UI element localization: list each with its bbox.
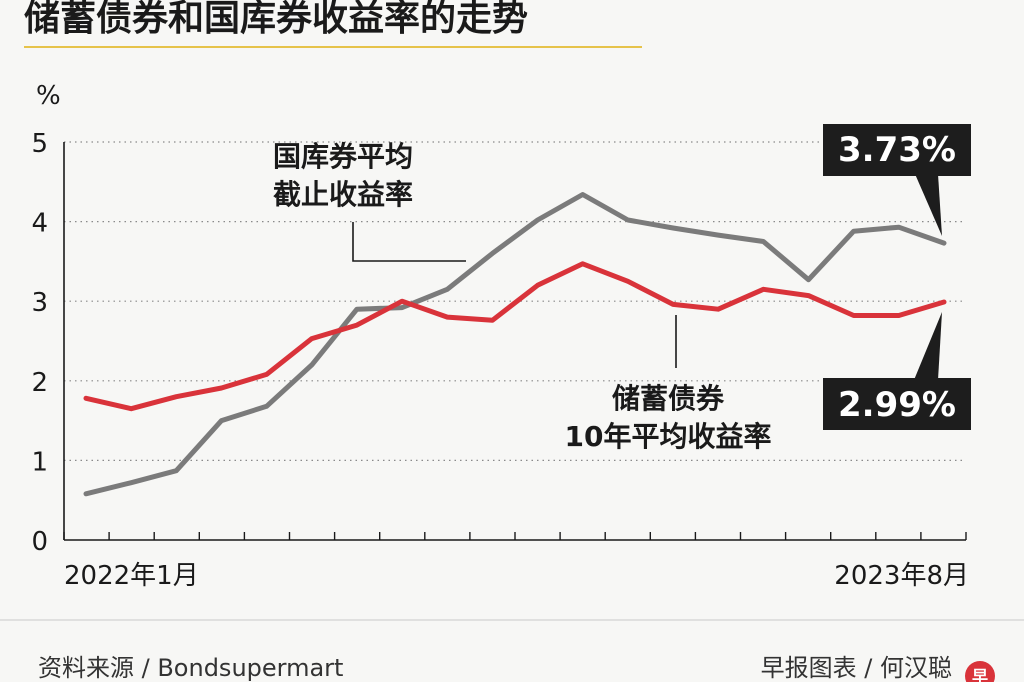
- data-point-0-9: [490, 251, 494, 255]
- end-callout-savings-pointer: [914, 312, 942, 380]
- series-label-treasury-line1: 国库券平均: [273, 140, 413, 173]
- data-point-1-8: [445, 315, 449, 319]
- data-point-1-2: [174, 395, 178, 399]
- series-lines: [83, 192, 947, 497]
- series-line-1: [83, 261, 947, 412]
- series-label-savings-line1: 储蓄债券: [612, 382, 725, 415]
- axes: [63, 142, 966, 541]
- data-point-0-6: [355, 307, 359, 311]
- series-label-treasury: 国库券平均 截止收益率: [273, 140, 466, 262]
- series-label-savings-line2: 10年平均收益率: [565, 420, 772, 453]
- end-callout-savings: 2.99%: [823, 312, 971, 430]
- y-axis-unit: %: [36, 81, 61, 111]
- y-tick-labels: 0 1 2 3 4 5: [31, 129, 48, 557]
- data-point-0-5: [310, 363, 314, 367]
- data-point-1-9: [490, 318, 494, 322]
- data-point-0-11: [581, 193, 585, 197]
- data-point-0-7: [400, 306, 404, 310]
- data-point-0-2: [174, 469, 178, 473]
- data-point-1-7: [400, 299, 404, 303]
- data-point-0-15: [761, 240, 765, 243]
- data-point-1-4: [265, 372, 269, 376]
- series-label-treasury-line2: 截止收益率: [273, 178, 413, 211]
- end-callout-savings-value: 2.99%: [838, 385, 956, 425]
- source-note: 资料来源 / Bondsupermart: [38, 654, 343, 682]
- chart-title: 储蓄债券和国库券收益率的走势: [24, 0, 528, 39]
- x-label-start: 2022年1月: [64, 561, 199, 591]
- data-point-0-1: [129, 481, 133, 485]
- data-point-1-18: [897, 314, 901, 318]
- data-point-0-16: [807, 278, 811, 282]
- data-point-0-0: [84, 492, 88, 496]
- data-point-0-4: [265, 404, 269, 408]
- series-line-0: [83, 192, 947, 497]
- y-tick-label-1: 1: [31, 447, 48, 477]
- data-point-0-8: [445, 287, 449, 291]
- leader-line-treasury: [352, 222, 466, 262]
- data-point-0-14: [716, 233, 720, 237]
- data-point-0-13: [671, 226, 675, 230]
- y-tick-label-3: 3: [31, 288, 48, 318]
- x-label-end: 2023年8月: [834, 561, 969, 591]
- data-point-1-5: [310, 337, 314, 341]
- data-point-1-6: [355, 323, 359, 327]
- end-callout-savings-box: [823, 378, 971, 430]
- y-tick-label-2: 2: [31, 368, 48, 398]
- data-point-1-10: [536, 283, 540, 287]
- end-callout-treasury-pointer: [915, 174, 942, 236]
- data-point-1-19: [942, 300, 946, 304]
- data-point-1-0: [84, 396, 88, 400]
- y-tick-label-4: 4: [31, 209, 48, 239]
- end-callout-treasury-value: 3.73%: [838, 130, 956, 170]
- data-point-1-1: [129, 407, 133, 411]
- data-point-1-12: [626, 279, 630, 283]
- data-point-1-11: [581, 262, 585, 266]
- data-point-0-18: [897, 225, 901, 229]
- data-point-1-15: [761, 287, 765, 291]
- data-point-1-14: [716, 307, 720, 311]
- data-point-1-13: [671, 302, 675, 306]
- credit-note: 早报图表 / 何汉聪: [761, 654, 952, 682]
- data-point-0-19: [942, 241, 946, 245]
- zaobao-logo: [965, 661, 995, 682]
- data-point-1-17: [852, 314, 856, 318]
- end-callout-treasury: 3.73%: [823, 124, 971, 236]
- data-point-0-10: [536, 218, 540, 222]
- data-point-1-3: [219, 386, 223, 390]
- data-point-0-17: [852, 229, 856, 233]
- data-point-1-16: [807, 294, 811, 298]
- data-point-0-3: [219, 419, 223, 423]
- data-point-0-12: [626, 218, 630, 222]
- series-label-savings: 储蓄债券 10年平均收益率: [565, 315, 772, 453]
- y-tick-label-0: 0: [31, 527, 48, 557]
- zaobao-logo-glyph: 早: [972, 667, 988, 682]
- y-tick-label-5: 5: [31, 129, 48, 159]
- end-callout-treasury-box: [823, 124, 971, 176]
- x-tick-marks: [63, 532, 967, 540]
